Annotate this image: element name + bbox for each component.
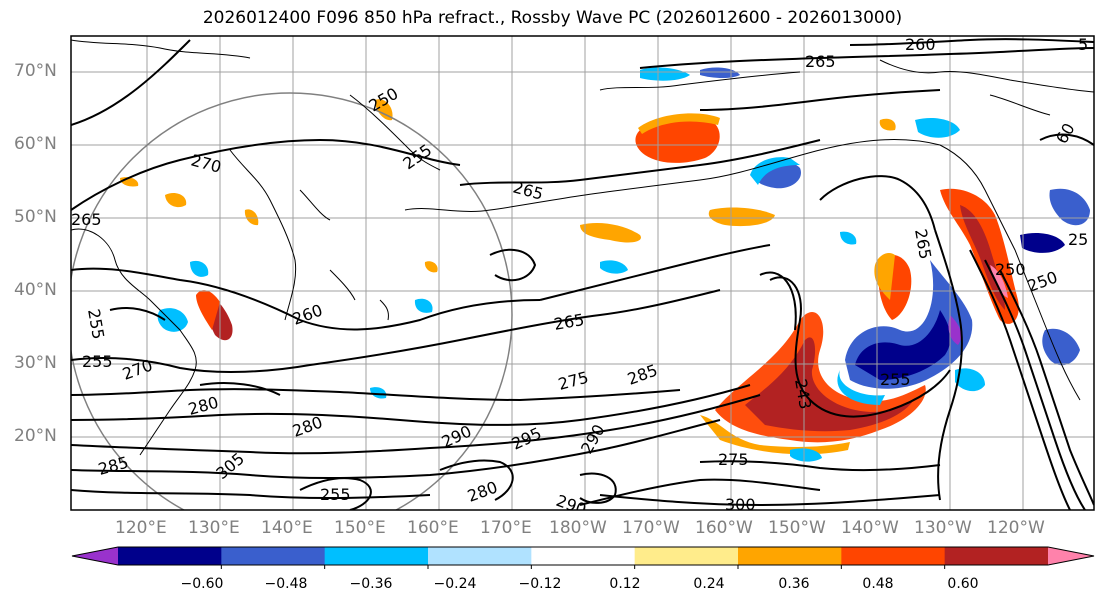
negative-patch-ocean3 — [370, 387, 387, 399]
colorbar-extend-low — [72, 547, 118, 565]
colorbar-swatch — [634, 547, 739, 565]
map-title: 2026012400 F096 850 hPa refract., Rossby… — [202, 8, 903, 28]
longitude-label: 150°W — [768, 518, 826, 538]
negative-patch-ocean5 — [790, 448, 822, 462]
negative-patch-east2 — [1020, 233, 1065, 253]
positive-patch-mid2 — [708, 207, 775, 227]
longitude-label: 140°W — [841, 518, 899, 538]
longitude-label: 120°E — [115, 518, 167, 538]
shading-layer — [120, 67, 1090, 462]
negative-anomaly-purple — [948, 315, 962, 345]
colorbar-tick-label: 0.60 — [947, 576, 979, 592]
negative-patch-x — [640, 67, 690, 81]
negative-patch-ocean1 — [600, 260, 628, 274]
positive-anomaly-arc-edge — [700, 415, 850, 455]
focus-circle — [71, 92, 513, 510]
negative-patch-se2 — [955, 368, 985, 392]
negative-patch-alaska-edge — [750, 157, 800, 185]
colorbar-extend-high — [1048, 547, 1094, 565]
colorbar-tick-label: −0.24 — [433, 576, 477, 592]
longitude-label: 120°W — [987, 518, 1045, 538]
colorbar-swatch — [118, 547, 222, 565]
colorbar-tick-label: −0.48 — [264, 576, 308, 592]
latitude-label: 20°N — [14, 426, 57, 446]
contour-lines — [71, 38, 1094, 510]
positive-patch-mid — [580, 223, 641, 243]
negative-anomaly-core — [855, 310, 951, 380]
gridlines — [71, 36, 1094, 510]
longitude-label: 160°E — [407, 518, 459, 538]
colorbar-swatch — [221, 547, 326, 565]
contour-label: 275 — [718, 450, 749, 469]
positive-patch-small1 — [165, 193, 187, 208]
positive-patch-small6 — [879, 118, 896, 131]
negative-patch-se — [1042, 328, 1080, 366]
colorbar-swatch — [738, 547, 842, 565]
longitude-label: 170°E — [480, 518, 532, 538]
contour-label: 255 — [880, 370, 911, 389]
longitude-label: 180°W — [549, 518, 607, 538]
latitude-label: 30°N — [14, 353, 57, 373]
colorbar-tick-label: 0.48 — [862, 576, 894, 592]
contour-label: 265 — [71, 210, 102, 229]
latitude-label: 70°N — [14, 61, 57, 81]
negative-anomaly-light — [837, 370, 885, 405]
longitude-label: 170°W — [622, 518, 680, 538]
colorbar-swatch — [944, 547, 1049, 565]
coastal-positive-pink — [990, 265, 1008, 298]
colorbar-tick-label: 0.12 — [609, 576, 641, 592]
negative-patch-ocean4 — [840, 231, 857, 245]
colorbar-tick-label: −0.12 — [518, 576, 562, 592]
coastal-positive-core — [960, 205, 1005, 310]
positive-patch-bering — [635, 117, 720, 163]
latitude-label: 50°N — [14, 207, 57, 227]
contour-label: 260 — [905, 35, 936, 54]
negative-patch-x2 — [700, 67, 740, 79]
contour-label: 255 — [320, 485, 351, 504]
latitude-label: 40°N — [14, 280, 57, 300]
latitude-label: 60°N — [14, 134, 57, 154]
colorbar-tick-label: 0.36 — [778, 576, 810, 592]
contour-label: 5 — [1078, 35, 1088, 54]
longitude-label: 140°E — [261, 518, 313, 538]
coastlines — [71, 39, 1094, 456]
contour-label: 255 — [82, 352, 113, 371]
colorbar-swatch — [531, 547, 636, 565]
positive-patch-small3 — [244, 209, 259, 226]
map-frame — [70, 35, 1095, 511]
colorbar-swatch — [324, 547, 429, 565]
positive-patch-north-edge — [874, 253, 895, 300]
positive-patch-small2 — [375, 99, 393, 121]
positive-patch-small5 — [424, 261, 438, 273]
positive-patch-japan-edge — [196, 290, 220, 330]
colorbar-swatch — [428, 547, 532, 565]
longitude-label: 130°W — [914, 518, 972, 538]
longitude-label: 130°E — [188, 518, 240, 538]
colorbar-tick-label: 0.24 — [693, 576, 725, 592]
positive-anomaly-arc-core — [745, 337, 915, 432]
colorbar-outline — [71, 546, 1095, 566]
colorbar — [71, 546, 1095, 569]
negative-patch-east — [1049, 188, 1090, 226]
contour-label: 300 — [725, 495, 756, 514]
colorbar-tick-label: −0.60 — [180, 576, 224, 592]
negative-patch-japan2 — [190, 260, 209, 277]
negative-patch-ocean2 — [414, 298, 433, 313]
contour-label: 25 — [1068, 230, 1088, 249]
colorbar-swatch — [841, 547, 946, 565]
negative-patch-gulf — [915, 118, 960, 138]
contour-label: 250 — [995, 260, 1026, 279]
longitude-label: 160°W — [695, 518, 753, 538]
negative-patch-japan — [157, 308, 188, 332]
colorbar-tick-label: −0.36 — [349, 576, 393, 592]
contour-label: 265 — [805, 52, 836, 71]
map-background — [71, 36, 1094, 510]
longitude-label: 150°E — [334, 518, 386, 538]
